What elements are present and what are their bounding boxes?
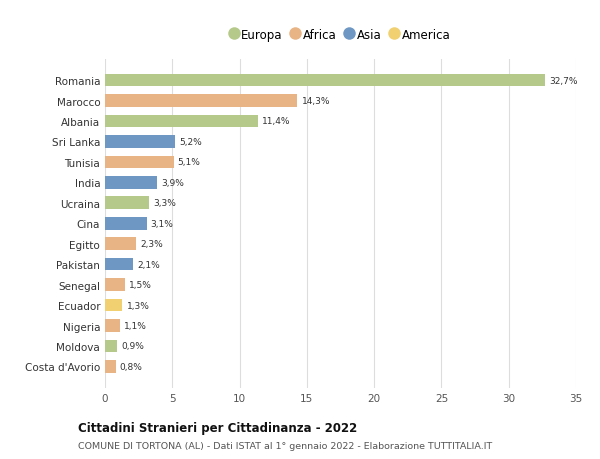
- Text: 2,1%: 2,1%: [137, 260, 160, 269]
- Bar: [105, 258, 133, 271]
- Text: 11,4%: 11,4%: [262, 117, 291, 126]
- Bar: [105, 238, 136, 251]
- Text: 14,3%: 14,3%: [301, 97, 330, 106]
- Legend: Europa, Africa, Asia, America: Europa, Africa, Asia, America: [229, 26, 452, 44]
- Text: 0,8%: 0,8%: [120, 362, 143, 371]
- Text: 3,1%: 3,1%: [151, 219, 173, 228]
- Text: 3,3%: 3,3%: [154, 199, 176, 208]
- Bar: [105, 319, 120, 332]
- Bar: [105, 299, 122, 312]
- Bar: [105, 197, 149, 210]
- Text: 1,3%: 1,3%: [127, 301, 149, 310]
- Text: 32,7%: 32,7%: [549, 76, 578, 85]
- Text: 0,9%: 0,9%: [121, 341, 144, 351]
- Bar: [105, 95, 298, 108]
- Text: 1,5%: 1,5%: [129, 280, 152, 290]
- Bar: [105, 136, 175, 148]
- Text: 5,1%: 5,1%: [178, 158, 200, 167]
- Bar: [105, 279, 125, 291]
- Bar: [105, 340, 117, 353]
- Bar: [105, 360, 116, 373]
- Text: 2,3%: 2,3%: [140, 240, 163, 249]
- Text: 3,9%: 3,9%: [161, 179, 184, 187]
- Bar: [105, 115, 259, 128]
- Text: 5,2%: 5,2%: [179, 138, 202, 146]
- Bar: [105, 177, 157, 189]
- Bar: [105, 75, 545, 87]
- Text: COMUNE DI TORTONA (AL) - Dati ISTAT al 1° gennaio 2022 - Elaborazione TUTTITALIA: COMUNE DI TORTONA (AL) - Dati ISTAT al 1…: [78, 441, 492, 450]
- Bar: [105, 218, 147, 230]
- Bar: [105, 156, 173, 169]
- Text: 1,1%: 1,1%: [124, 321, 147, 330]
- Text: Cittadini Stranieri per Cittadinanza - 2022: Cittadini Stranieri per Cittadinanza - 2…: [78, 421, 357, 434]
